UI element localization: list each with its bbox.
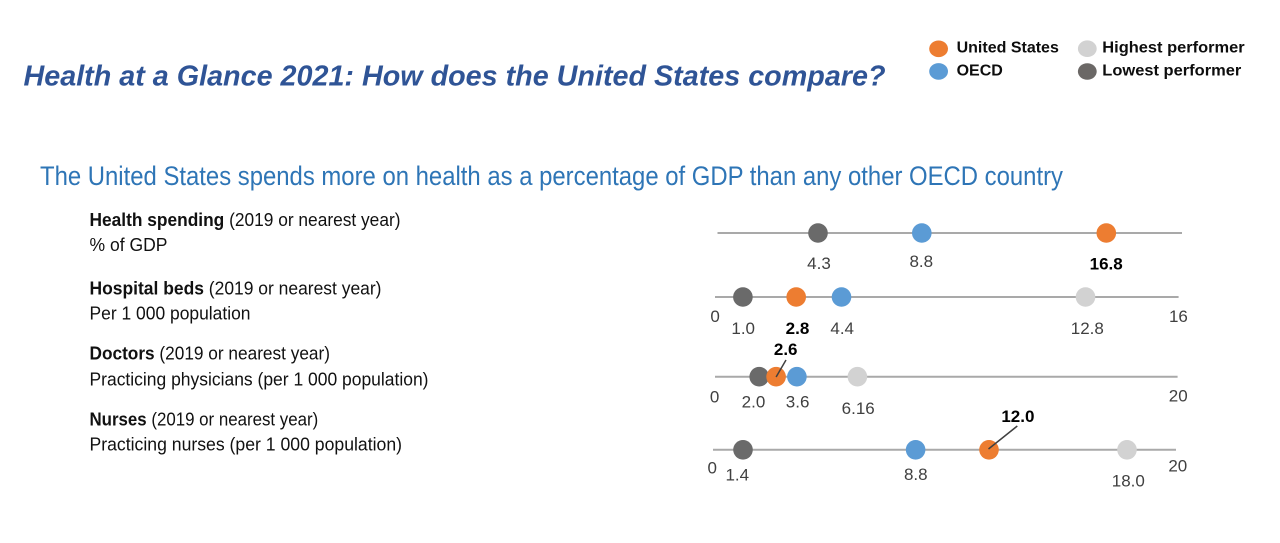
svg-text:2.6: 2.6: [774, 340, 798, 359]
svg-text:8.8: 8.8: [909, 252, 933, 271]
svg-text:2.0: 2.0: [742, 393, 766, 412]
svg-text:20: 20: [1169, 386, 1188, 405]
svg-text:0: 0: [707, 458, 716, 477]
svg-text:Nurses (2019 or nearest year): Nurses (2019 or nearest year): [90, 409, 319, 429]
svg-text:Practicing nurses (per 1 000 p: Practicing nurses (per 1 000 population): [90, 435, 403, 455]
svg-text:4.3: 4.3: [807, 254, 831, 273]
svg-text:Doctors (2019 or nearest year): Doctors (2019 or nearest year): [90, 344, 331, 364]
svg-text:Health at a Glance 2021: How d: Health at a Glance 2021: How does the Un…: [24, 61, 886, 93]
svg-text:Lowest performer: Lowest performer: [1102, 63, 1241, 80]
svg-text:2.8: 2.8: [786, 319, 810, 338]
svg-text:1.4: 1.4: [725, 465, 749, 484]
svg-text:Hospital beds (2019 or nearest: Hospital beds (2019 or nearest year): [90, 279, 382, 299]
svg-text:8.8: 8.8: [904, 465, 928, 484]
svg-text:12.0: 12.0: [1001, 407, 1034, 426]
svg-text:The United States spends more: The United States spends more on health …: [40, 161, 1063, 191]
svg-text:Per 1 000 population: Per 1 000 population: [90, 304, 251, 324]
svg-text:Practicing physicians (per 1 0: Practicing physicians (per 1 000 populat…: [90, 370, 429, 390]
svg-text:12.8: 12.8: [1071, 319, 1104, 338]
svg-text:4.4: 4.4: [830, 319, 854, 338]
svg-text:1.0: 1.0: [731, 319, 755, 338]
svg-text:20: 20: [1168, 457, 1187, 476]
svg-text:16.8: 16.8: [1090, 254, 1123, 273]
svg-text:United States: United States: [957, 40, 1059, 57]
svg-text:Health spending (2019 or neare: Health spending (2019 or nearest year): [90, 210, 401, 230]
svg-text:16: 16: [1169, 307, 1188, 326]
svg-text:18.0: 18.0: [1112, 471, 1145, 490]
svg-text:OECD: OECD: [957, 63, 1003, 80]
svg-text:Highest performer: Highest performer: [1102, 40, 1244, 57]
svg-text:0: 0: [710, 387, 719, 406]
svg-text:0: 0: [710, 307, 719, 326]
svg-text:% of GDP: % of GDP: [90, 235, 168, 255]
svg-text:6.16: 6.16: [842, 399, 875, 418]
svg-text:3.6: 3.6: [786, 393, 810, 412]
